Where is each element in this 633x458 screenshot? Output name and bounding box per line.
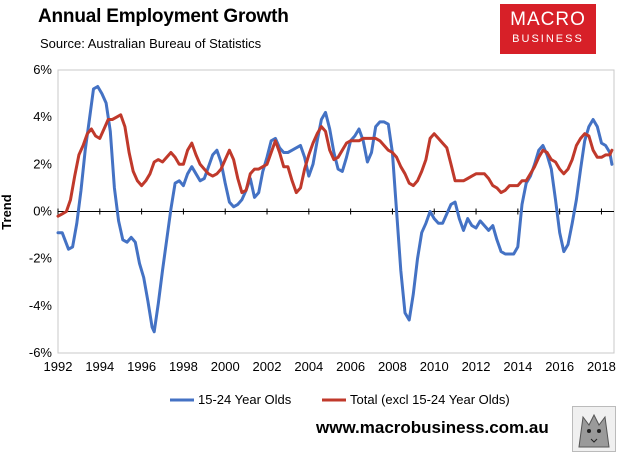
x-tick-label: 2016 xyxy=(545,359,574,374)
y-tick-label: 0% xyxy=(33,204,52,219)
x-tick-label: 2018 xyxy=(587,359,616,374)
y-axis-label: Trend xyxy=(0,194,14,229)
y-tick-label: -6% xyxy=(29,345,53,360)
x-tick-label: 2006 xyxy=(336,359,365,374)
x-tick-label: 1994 xyxy=(85,359,114,374)
x-tick-label: 2010 xyxy=(420,359,449,374)
legend-label: 15-24 Year Olds xyxy=(198,392,292,407)
x-tick-label: 2004 xyxy=(294,359,323,374)
x-tick-label: 2002 xyxy=(253,359,282,374)
y-tick-label: -4% xyxy=(29,298,53,313)
y-tick-label: 4% xyxy=(33,109,52,124)
x-tick-label: 2012 xyxy=(462,359,491,374)
x-tick-label: 2014 xyxy=(503,359,532,374)
wolf-logo-icon xyxy=(572,406,616,452)
legend-label: Total (excl 15-24 Year Olds) xyxy=(350,392,510,407)
logo-line-2: BUSINESS xyxy=(512,33,584,45)
y-tick-label: 2% xyxy=(33,156,52,171)
logo-line-1: MACRO xyxy=(510,9,586,30)
series-line-1 xyxy=(56,85,614,334)
website-url[interactable]: www.macrobusiness.com.au xyxy=(316,418,549,437)
x-tick-label: 2000 xyxy=(211,359,240,374)
series-line-2 xyxy=(56,113,614,218)
x-tick-label: 2008 xyxy=(378,359,407,374)
x-tick-label: 1998 xyxy=(169,359,198,374)
y-tick-label: 6% xyxy=(33,62,52,77)
y-tick-label: -2% xyxy=(29,251,53,266)
chart-source: Source: Australian Bureau of Statistics xyxy=(40,36,262,51)
x-tick-label: 1992 xyxy=(44,359,73,374)
x-tick-label: 1996 xyxy=(127,359,156,374)
chart-title: Annual Employment Growth xyxy=(38,6,289,27)
macrobusiness-logo[interactable]: MACRO BUSINESS xyxy=(500,4,596,54)
